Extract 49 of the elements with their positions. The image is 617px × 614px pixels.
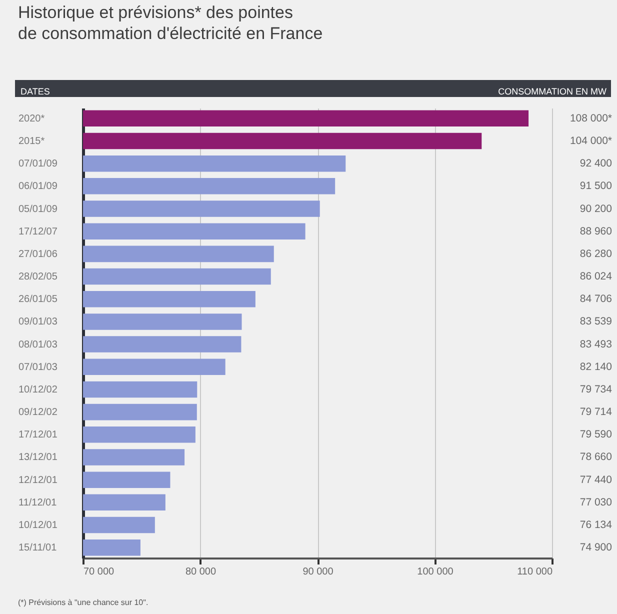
data-label: 78 660 <box>580 451 612 464</box>
x-tick-label: 80 000 <box>185 566 216 578</box>
y-axis-title: DATES <box>20 86 50 96</box>
y-tick-label: 27/01/06 <box>18 248 58 260</box>
y-tick-label: 08/01/03 <box>18 339 58 350</box>
data-label: 86 280 <box>580 248 612 260</box>
y-tick-label: 09/12/02 <box>18 407 58 418</box>
data-label: 88 960 <box>580 225 612 238</box>
y-tick-label: 07/01/09 <box>18 158 58 170</box>
y-tick-label: 13/12/01 <box>18 452 58 464</box>
y-tick-label: 06/01/09 <box>18 181 58 192</box>
y-tick-label: 28/02/05 <box>18 272 58 283</box>
data-label: 76 134 <box>580 519 612 532</box>
data-label: 79 714 <box>580 406 612 418</box>
y-tick-label: 26/01/05 <box>18 294 58 306</box>
data-label: 86 024 <box>580 270 612 283</box>
x-axis-title: CONSOMMATION EN MW <box>498 86 607 96</box>
data-label: 90 200 <box>580 202 612 215</box>
y-tick-label: 12/12/01 <box>18 474 58 486</box>
y-tick-label: 10/12/02 <box>18 384 58 396</box>
text: (*) Prévisions à "une chance sur 10". <box>18 598 148 607</box>
y-tick-label: 15/11/01 <box>18 542 58 554</box>
x-tick-label: 110 000 <box>517 566 553 578</box>
data-label: 108 000* <box>570 112 612 124</box>
data-label: 92 400 <box>580 158 612 170</box>
y-tick-label: 2015* <box>18 136 45 147</box>
y-tick-label: 11/12/01 <box>18 497 58 508</box>
y-tick-label: 05/01/09 <box>18 204 58 215</box>
y-tick-label: 17/12/01 <box>18 430 58 441</box>
data-label: 77 030 <box>580 496 612 508</box>
y-tick-label: 17/12/07 <box>18 226 58 238</box>
data-label: 83 539 <box>580 316 612 328</box>
x-tick-label: 90 000 <box>302 566 334 578</box>
data-label: 74 900 <box>580 542 612 554</box>
data-label: 91 500 <box>580 180 612 192</box>
y-tick-label: 2020* <box>18 113 45 124</box>
data-label: 82 140 <box>580 360 612 373</box>
data-label: 84 706 <box>580 293 612 306</box>
y-tick-label: 09/01/03 <box>18 316 58 328</box>
data-label: 77 440 <box>580 474 612 486</box>
data-label: 83 493 <box>580 338 612 350</box>
x-tick-label: 70 000 <box>84 566 115 578</box>
data-label: 79 590 <box>580 428 612 441</box>
y-tick-label: 07/01/03 <box>18 362 58 373</box>
x-tick-label: 100 000 <box>417 566 454 578</box>
data-label: 104 000* <box>570 134 612 147</box>
y-tick-label: 10/12/01 <box>18 520 58 532</box>
chart-title: Historique et prévisions* des pointes de consommation d'électricité en France <box>18 3 323 43</box>
data-label: 79 734 <box>580 383 612 396</box>
